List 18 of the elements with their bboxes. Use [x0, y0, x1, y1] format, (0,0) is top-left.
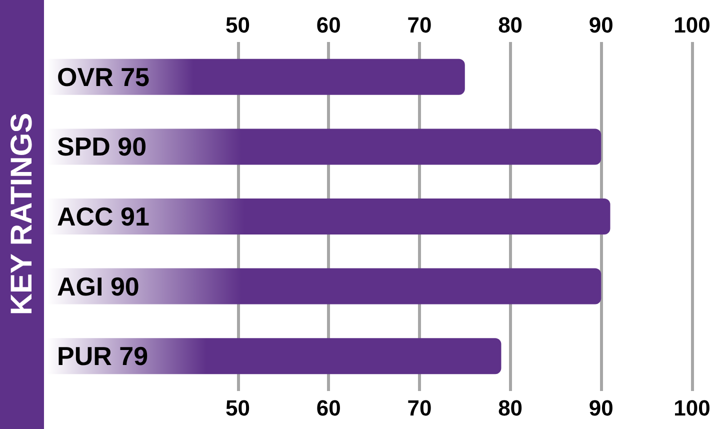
x-tick-label: 70	[407, 396, 432, 420]
x2-tick-label: 90	[588, 12, 614, 38]
x-tick-label: 80	[498, 396, 523, 420]
x2-tick-label: 70	[407, 12, 432, 38]
x2-tick-label: 100	[674, 12, 710, 38]
x-tick-label: 100	[674, 396, 710, 420]
y-tick-label: AGI 90	[57, 271, 140, 302]
x2-tick-label: 80	[498, 12, 523, 38]
x2-tick-label: 60	[316, 12, 341, 38]
y-tick-label: OVR 75	[57, 62, 150, 92]
y-tick-label: PUR 79	[57, 341, 148, 372]
y-tick-label: ACC 91	[57, 202, 150, 232]
x2-tick-label: 50	[226, 12, 250, 38]
x-tick-label: 60	[316, 396, 341, 420]
y-axis-title: KEY RATINGS	[6, 112, 38, 316]
x-tick-label: 50	[226, 396, 250, 420]
y-tick-label: SPD 90	[57, 132, 147, 162]
x-tick-label: 90	[588, 396, 614, 420]
